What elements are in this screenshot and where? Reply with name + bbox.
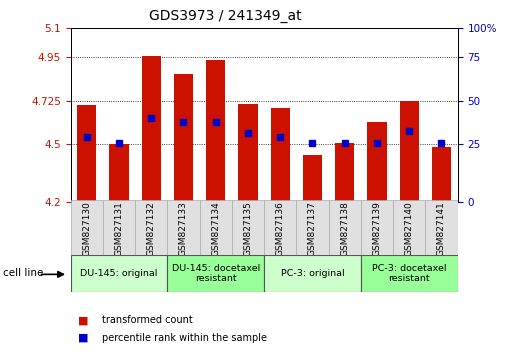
- Bar: [264, 200, 297, 255]
- Text: GSM827139: GSM827139: [372, 201, 381, 256]
- Bar: [303, 155, 322, 202]
- Bar: [297, 200, 328, 255]
- Text: DU-145: docetaxel
resistant: DU-145: docetaxel resistant: [172, 264, 260, 283]
- Bar: [393, 200, 425, 255]
- Text: GSM827134: GSM827134: [211, 201, 220, 256]
- Bar: [400, 101, 419, 202]
- Bar: [200, 200, 232, 255]
- Bar: [238, 104, 258, 202]
- Bar: [142, 56, 161, 202]
- Text: GDS3973 / 241349_at: GDS3973 / 241349_at: [149, 9, 301, 23]
- Bar: [206, 60, 225, 202]
- Bar: [135, 200, 167, 255]
- Text: GSM827135: GSM827135: [244, 201, 253, 256]
- Bar: [328, 200, 361, 255]
- Bar: [109, 144, 129, 202]
- Text: GSM827136: GSM827136: [276, 201, 285, 256]
- Text: PC-3: docetaxel
resistant: PC-3: docetaxel resistant: [372, 264, 447, 283]
- Text: percentile rank within the sample: percentile rank within the sample: [102, 333, 267, 343]
- Text: GSM827138: GSM827138: [340, 201, 349, 256]
- Text: PC-3: original: PC-3: original: [281, 269, 344, 278]
- Text: transformed count: transformed count: [102, 315, 193, 325]
- Text: GSM827137: GSM827137: [308, 201, 317, 256]
- Text: GSM827133: GSM827133: [179, 201, 188, 256]
- Bar: [77, 105, 96, 202]
- Text: GSM827141: GSM827141: [437, 201, 446, 256]
- Bar: [335, 143, 355, 202]
- Bar: [71, 200, 103, 255]
- Bar: [361, 200, 393, 255]
- Text: GSM827140: GSM827140: [405, 201, 414, 256]
- Bar: [425, 200, 458, 255]
- Text: DU-145: original: DU-145: original: [81, 269, 157, 278]
- Bar: [103, 200, 135, 255]
- Bar: [71, 255, 167, 292]
- Text: ■: ■: [78, 333, 89, 343]
- Bar: [361, 255, 458, 292]
- Text: GSM827131: GSM827131: [115, 201, 123, 256]
- Bar: [167, 255, 264, 292]
- Bar: [264, 255, 361, 292]
- Bar: [167, 200, 200, 255]
- Bar: [232, 200, 264, 255]
- Bar: [174, 74, 193, 202]
- Bar: [367, 122, 386, 202]
- Text: GSM827132: GSM827132: [147, 201, 156, 256]
- Text: cell line: cell line: [3, 268, 43, 278]
- Text: ■: ■: [78, 315, 89, 325]
- Text: GSM827130: GSM827130: [82, 201, 91, 256]
- Bar: [270, 108, 290, 202]
- Bar: [432, 147, 451, 202]
